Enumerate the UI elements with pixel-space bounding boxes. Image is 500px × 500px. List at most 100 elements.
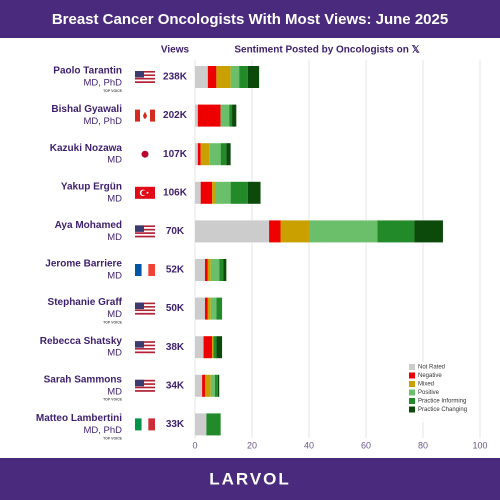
flag (135, 418, 155, 431)
credentials: MD, PhD (83, 425, 122, 436)
bar-segment (214, 374, 218, 397)
flag-canton (135, 225, 144, 232)
views: 34K (166, 380, 185, 391)
flag-stripe (135, 306, 155, 308)
credentials: MD (107, 232, 122, 243)
bar-segment (197, 104, 221, 127)
flag (135, 302, 155, 315)
flag-canton (135, 302, 144, 310)
flag-stripe (135, 74, 155, 77)
flag (135, 148, 155, 161)
bar-segment (207, 259, 211, 281)
flag-stripe (135, 348, 155, 350)
flag-stripe (135, 228, 155, 231)
bar-segment (200, 143, 210, 166)
flag-stripe (135, 232, 155, 234)
bar-segment (195, 413, 207, 436)
bar-segment (226, 143, 231, 166)
bar-segment (214, 181, 231, 204)
oncologist-name: Stephanie Graff (48, 297, 123, 308)
legend-swatch (409, 372, 415, 379)
flag-band (135, 264, 142, 276)
flag-band (148, 264, 155, 276)
bar-segment (309, 220, 378, 243)
credentials: MD (107, 271, 122, 282)
flag-stripe (135, 227, 155, 229)
views: 70K (166, 226, 185, 237)
bar-segment (204, 259, 208, 281)
bar-segment (220, 104, 230, 127)
views: 50K (166, 303, 185, 314)
bar-segment (195, 143, 198, 166)
bar-segment (197, 143, 201, 166)
views: 238K (163, 72, 188, 83)
flag-stripe (135, 76, 155, 78)
flag-stripe (135, 225, 155, 228)
footer-band (0, 458, 500, 500)
bar-segment (195, 220, 270, 243)
x-tick-label: 60 (361, 440, 371, 450)
bar-segment (219, 259, 224, 281)
bar-segment (232, 104, 237, 127)
bar-segment (200, 181, 213, 204)
bar-segment (206, 413, 221, 436)
credentials: MD (107, 309, 122, 320)
legend-swatch (409, 364, 415, 370)
flag-moon-cut (141, 190, 147, 196)
bar-segment (209, 143, 221, 166)
x-tick-label: 0 (192, 440, 197, 450)
bar-segment (212, 336, 214, 359)
flag-stripe (135, 384, 155, 387)
flag-band (141, 418, 149, 431)
oncologist-name: Matteo Lambertini (36, 413, 122, 424)
bar-segment (216, 297, 223, 320)
flag-stripe (135, 307, 155, 310)
bar-segment (377, 220, 415, 243)
flag-stripe (135, 235, 155, 238)
legend-label: Positive (418, 390, 440, 396)
bar-segment (216, 66, 231, 88)
bar-segment (195, 374, 203, 397)
flag-canton (135, 379, 144, 387)
bar-segment (269, 220, 281, 243)
legend-swatch (409, 398, 415, 404)
bar-segment (195, 259, 205, 281)
legend-label: Not Rated (418, 365, 445, 371)
bar-segment (213, 336, 217, 359)
flag-band (148, 418, 155, 431)
legend-label: Negative (418, 373, 442, 379)
x-tick-label: 80 (418, 440, 428, 450)
flag-stripe (135, 72, 155, 75)
views: 33K (166, 419, 185, 430)
flag-stripe (135, 351, 155, 354)
flag (135, 379, 155, 392)
bar-segment (210, 374, 215, 397)
credentials: MD (107, 193, 122, 204)
legend-swatch (409, 381, 415, 387)
flag (135, 264, 155, 276)
bar-segment (239, 66, 248, 88)
flag-stripe (135, 388, 155, 391)
oncologist-name: Yakup Ergün (61, 181, 122, 192)
flag-stripe (135, 304, 155, 307)
flag-disc (141, 150, 149, 158)
bar-segment (247, 181, 261, 204)
bar-segment (195, 104, 198, 127)
oncologist-name: Sarah Sammons (44, 374, 123, 385)
bar-segment (203, 336, 213, 359)
bar-segment (212, 181, 215, 204)
legend-label: Practice Changing (418, 407, 467, 413)
credentials: MD (107, 155, 122, 166)
views: 202K (163, 110, 188, 121)
bar-segment (217, 374, 220, 397)
bar-segment (230, 181, 248, 204)
legend-swatch (409, 389, 415, 396)
flag-canton (135, 341, 144, 348)
flag-stripe (135, 383, 155, 385)
bar-segment (207, 66, 217, 88)
flag-stripe (135, 349, 155, 352)
oncologist-name: Kazuki Nozawa (50, 143, 123, 154)
bar-segment (195, 297, 205, 320)
page-title: Breast Cancer Oncologists With Most View… (52, 11, 448, 28)
badge: TOP VOICE (103, 89, 123, 93)
